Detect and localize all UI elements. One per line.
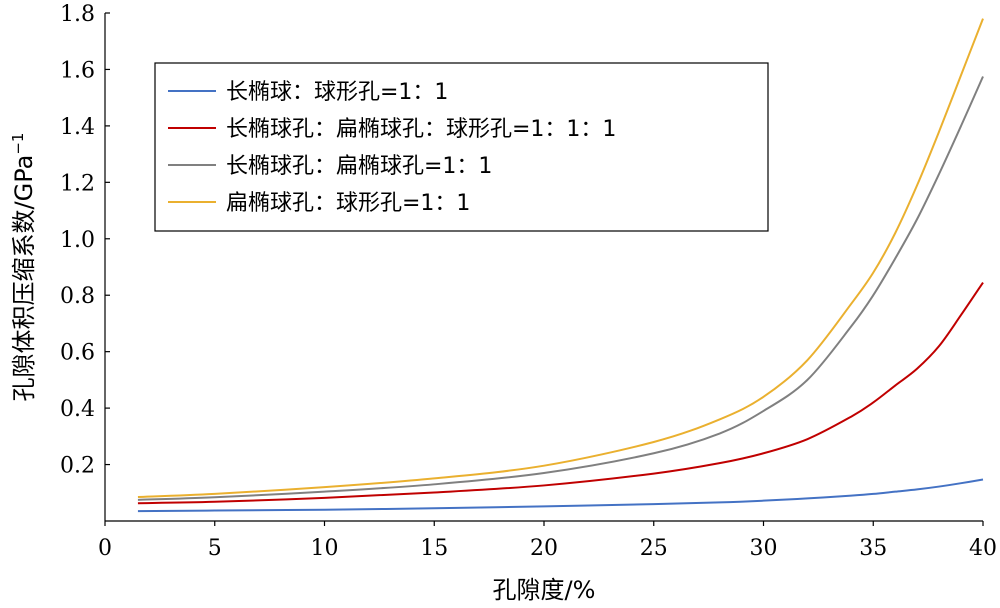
series-line-1: [137, 478, 984, 513]
y-tick-label: 0.8: [60, 284, 95, 309]
y-tick-label: 1.8: [60, 2, 95, 27]
x-tick-label: 5: [208, 536, 222, 561]
y-axis-title-superscript: −1: [9, 133, 27, 155]
x-tick-label: 40: [969, 536, 997, 561]
x-axis-title: 孔隙度/%: [493, 576, 596, 604]
legend: 长椭球：球形孔=1：1 长椭球孔：扁椭球孔：球形孔=1：1：1 长椭球孔：扁椭球孔=…: [154, 62, 769, 232]
y-ticks: 0.2 0.4 0.6 0.8 1.0 1.2 1.4 1.6 1.8: [60, 2, 110, 479]
y-tick-label: 0.2: [60, 454, 95, 479]
x-tick-label: 0: [98, 536, 112, 561]
series-line-3: [137, 76, 984, 501]
legend-label-2: 长椭球孔：扁椭球孔：球形孔=1：1：1: [226, 117, 616, 142]
legend-box: [154, 62, 769, 232]
legend-label-1: 长椭球：球形孔=1：1: [226, 80, 448, 105]
y-tick-label: 1.0: [60, 228, 95, 253]
x-tick-label: 10: [311, 536, 339, 561]
x-tick-label: 30: [750, 536, 778, 561]
y-tick-label: 1.4: [60, 115, 95, 140]
y-tick-label: 1.2: [60, 171, 95, 196]
x-tick-label: 15: [420, 536, 448, 561]
series-group: [137, 18, 984, 513]
x-ticks: 0 5 10 15 20 25 30 35 40: [98, 521, 997, 561]
y-tick-label: 1.6: [60, 58, 95, 83]
y-axis-title: 孔隙体积压缩系数/GPa−1: [9, 133, 38, 402]
series-line-2: [137, 281, 984, 505]
y-axis-title-text: 孔隙体积压缩系数/GPa: [10, 155, 38, 402]
x-tick-label: 20: [530, 536, 558, 561]
legend-label-4: 扁椭球孔：球形孔=1：1: [226, 191, 470, 216]
x-tick-label: 25: [640, 536, 668, 561]
x-tick-label: 35: [859, 536, 887, 561]
legend-label-3: 长椭球孔：扁椭球孔=1：1: [226, 154, 492, 179]
y-tick-label: 0.4: [60, 397, 95, 422]
y-tick-label: 0.6: [60, 341, 95, 366]
series-line-4: [137, 18, 984, 499]
